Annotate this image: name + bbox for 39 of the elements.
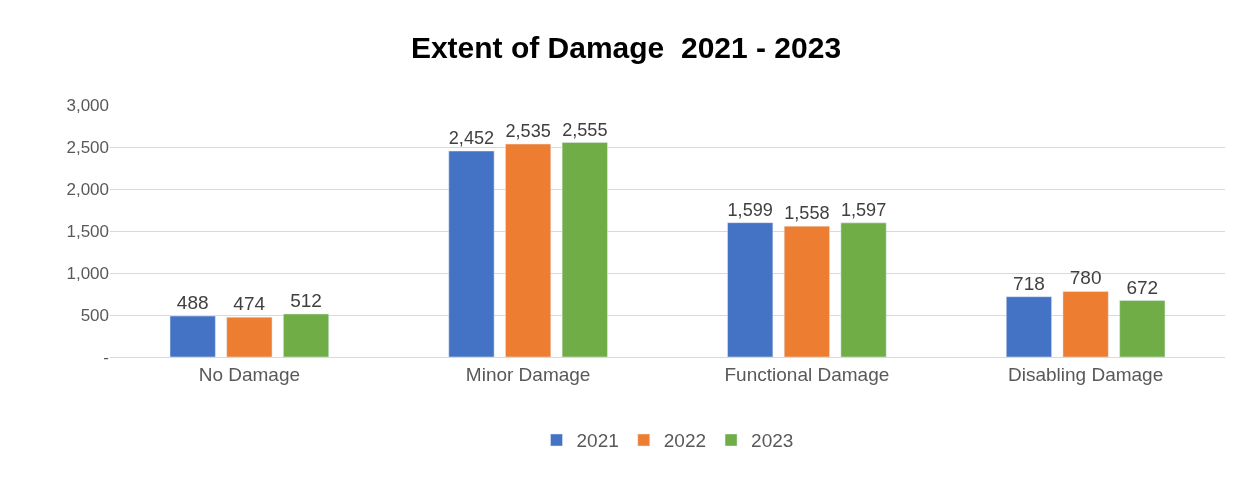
- legend-label: 2023: [751, 430, 794, 452]
- bar: [561, 142, 608, 357]
- bar: [448, 150, 495, 357]
- data-label: 1,558: [784, 203, 830, 224]
- y-tick-label: 1,500: [66, 221, 109, 241]
- data-label: 780: [1069, 267, 1102, 289]
- data-label: 2,555: [562, 119, 608, 140]
- bar: [727, 222, 774, 357]
- x-tick-label: Minor Damage: [465, 363, 591, 385]
- data-label: 1,597: [840, 200, 887, 221]
- y-tick-label: -: [103, 347, 109, 367]
- x-tick-label: Functional Damage: [724, 363, 890, 385]
- bar: [505, 143, 552, 357]
- y-tick-label: 3,000: [66, 95, 109, 115]
- x-tick-label: No Damage: [198, 363, 301, 385]
- data-label: 1,599: [727, 199, 773, 220]
- bar: [1119, 300, 1166, 357]
- y-tick-label: 2,000: [66, 179, 109, 199]
- x-tick-label: Disabling Damage: [1008, 363, 1164, 385]
- y-tick-label: 2,500: [66, 137, 109, 157]
- data-label: 488: [176, 292, 209, 314]
- data-label: 474: [233, 293, 266, 315]
- bar: [283, 313, 329, 357]
- bar: [840, 222, 887, 357]
- data-label: 512: [290, 289, 322, 311]
- data-label: 2,452: [448, 128, 495, 149]
- data-label: 672: [1126, 276, 1159, 298]
- legend-label: 2022: [663, 430, 707, 452]
- bar: [1006, 296, 1052, 357]
- data-label: 718: [1013, 272, 1045, 294]
- data-label: 2,535: [505, 121, 551, 142]
- y-tick-label: 1,000: [66, 263, 109, 283]
- legend-label: 2021: [576, 430, 619, 452]
- chart-title: Extent of Damage 2021 - 2023: [410, 31, 842, 65]
- bar: [169, 315, 216, 357]
- bar: [783, 225, 830, 357]
- bar: [1062, 291, 1109, 357]
- bar: [226, 316, 273, 357]
- y-tick-label: 500: [80, 305, 109, 325]
